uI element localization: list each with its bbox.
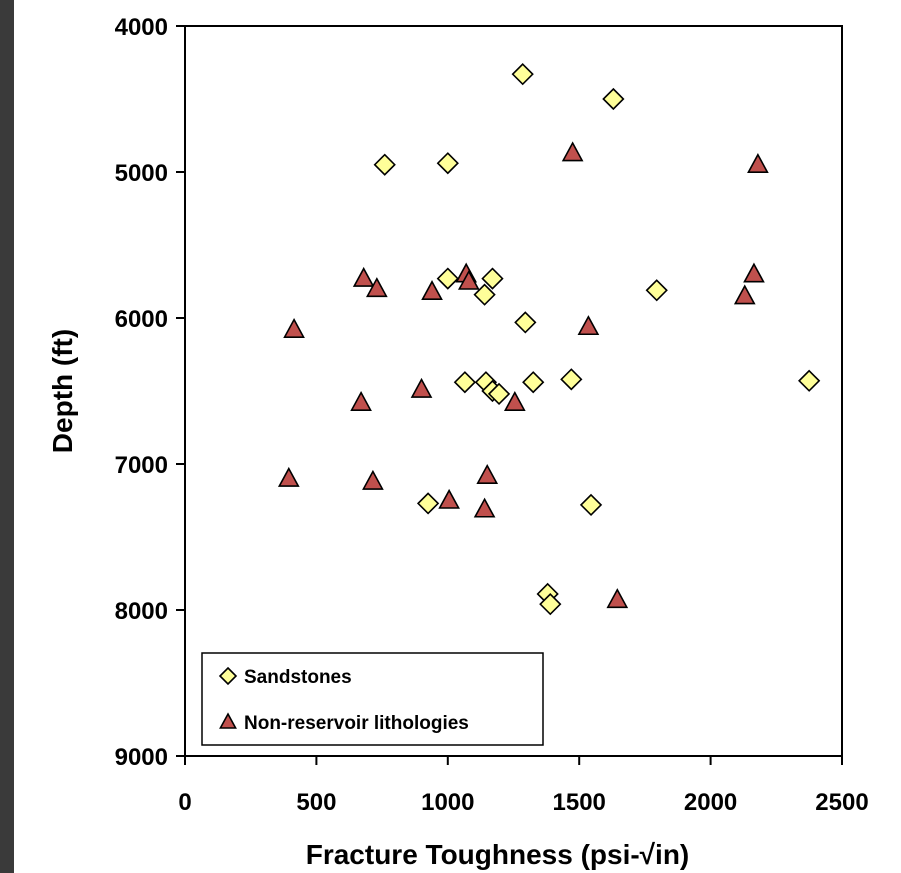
y-tick-label: 5000 xyxy=(115,160,168,187)
x-axis-title: Fracture Toughness (psi-√in) xyxy=(306,839,690,870)
legend-marker-non-reservoir xyxy=(219,712,237,729)
y-tick-label: 8000 xyxy=(115,598,168,625)
data-point xyxy=(365,277,388,298)
y-tick-label: 6000 xyxy=(115,306,168,333)
legend-box xyxy=(201,652,544,746)
data-point xyxy=(436,267,459,290)
x-tick-label: 0 xyxy=(178,789,191,816)
legend-marker-sandstones xyxy=(218,666,238,686)
data-point xyxy=(579,493,603,517)
scatter-chart: 0 500 1000 1500 2000 2500 4000 5000 6000 7000 8000… xyxy=(47,14,869,870)
chart-frame: 0 500 1000 1500 2000 2500 4000 5000 6000 7000 8000… xyxy=(14,0,901,873)
data-point xyxy=(487,382,511,406)
data-point xyxy=(560,368,583,391)
data-point xyxy=(743,262,765,283)
data-point xyxy=(438,488,460,509)
data-point xyxy=(602,87,625,111)
data-point xyxy=(514,311,537,334)
y-tick-label: 4000 xyxy=(115,14,168,41)
data-point xyxy=(503,391,526,411)
plot-area xyxy=(184,25,843,757)
legend-label: Non-reservoir lithologies xyxy=(244,713,469,734)
data-point xyxy=(473,283,496,306)
data-point xyxy=(410,377,433,398)
y-tick-label: 7000 xyxy=(115,452,168,479)
x-tick-label: 1500 xyxy=(553,789,606,816)
data-point xyxy=(453,371,477,394)
data-point xyxy=(606,588,629,609)
series-non-reservoir xyxy=(277,141,769,609)
data-point xyxy=(798,369,821,392)
data-point xyxy=(481,267,504,290)
data-point xyxy=(522,371,545,394)
data-point xyxy=(561,141,584,162)
data-point xyxy=(362,469,384,490)
data-point xyxy=(473,497,496,518)
data-point xyxy=(416,492,440,515)
data-point xyxy=(277,466,300,487)
data-point xyxy=(476,464,499,484)
legend-label: Sandstones xyxy=(244,667,352,688)
data-point xyxy=(645,279,668,302)
x-tick-label: 2500 xyxy=(815,789,868,816)
data-point xyxy=(577,315,600,336)
data-point xyxy=(350,391,372,411)
data-point xyxy=(373,153,396,176)
data-point xyxy=(733,284,756,305)
data-point xyxy=(436,152,459,175)
data-point xyxy=(457,269,480,290)
data-point xyxy=(352,266,375,287)
data-point xyxy=(747,153,769,173)
data-point xyxy=(283,318,305,338)
series-sandstones xyxy=(373,63,821,616)
y-axis-title: Depth (ft) xyxy=(47,329,78,453)
x-tick-label: 2000 xyxy=(684,789,737,816)
y-tick-label: 9000 xyxy=(115,744,168,771)
data-point xyxy=(421,280,443,301)
data-point xyxy=(539,593,562,616)
x-tick-label: 1000 xyxy=(421,789,474,816)
data-point xyxy=(511,63,534,86)
x-tick-label: 500 xyxy=(296,789,336,816)
